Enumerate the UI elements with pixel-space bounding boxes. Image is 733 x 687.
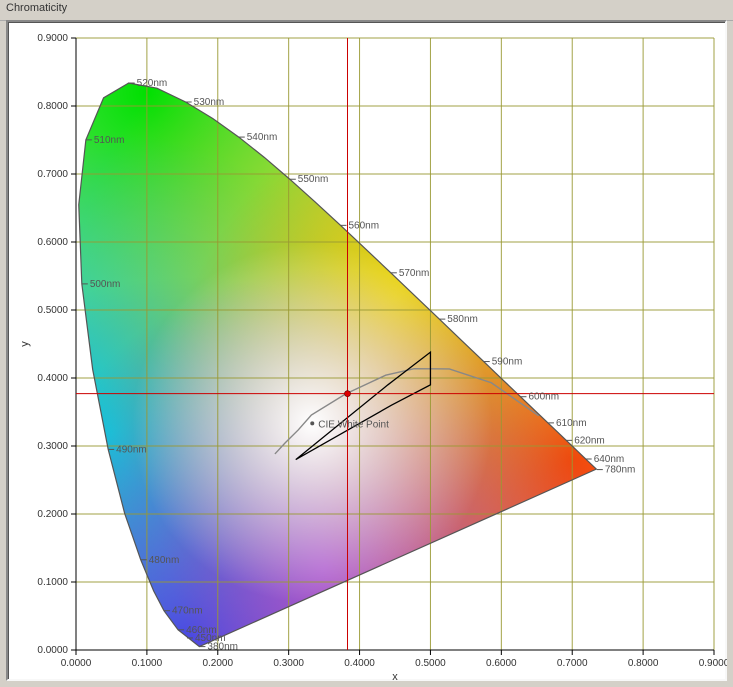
plot-area: CIE White Point380nm450nm460nm470nm480nm… — [8, 22, 725, 679]
wavelength-label: 530nm — [194, 97, 225, 108]
wavelength-label: 480nm — [149, 555, 180, 566]
y-tick-label: 0.2000 — [37, 509, 68, 520]
x-tick-label: 0.3000 — [273, 658, 304, 669]
wavelength-label: 540nm — [247, 132, 278, 143]
window-title: Chromaticity — [0, 0, 733, 21]
wavelength-label: 500nm — [90, 279, 121, 290]
y-axis-label: y — [19, 341, 31, 347]
wavelength-label: 620nm — [574, 435, 605, 446]
wavelength-label: 470nm — [172, 606, 203, 617]
x-tick-label: 0.4000 — [344, 658, 375, 669]
wavelength-label: 610nm — [556, 418, 587, 429]
plot-frame: CIE White Point380nm450nm460nm470nm480nm… — [6, 20, 727, 681]
wavelength-label: 600nm — [528, 392, 559, 403]
wavelength-label: 590nm — [492, 357, 523, 368]
wavelength-label: 780nm — [605, 465, 636, 476]
y-tick-label: 0.5000 — [37, 305, 68, 316]
x-tick-label: 0.5000 — [415, 658, 446, 669]
title-text: Chromaticity — [6, 2, 67, 14]
y-tick-label: 0.6000 — [37, 237, 68, 248]
x-tick-label: 0.6000 — [486, 658, 517, 669]
y-tick-label: 0.4000 — [37, 373, 68, 384]
y-tick-label: 0.9000 — [37, 33, 68, 44]
wavelength-label: 560nm — [348, 220, 379, 231]
x-tick-label: 0.9000 — [699, 658, 727, 669]
x-tick-label: 0.8000 — [628, 658, 659, 669]
y-tick-label: 0.3000 — [37, 441, 68, 452]
x-tick-label: 0.7000 — [557, 658, 588, 669]
wavelength-label: 550nm — [298, 174, 329, 185]
y-tick-label: 0.7000 — [37, 169, 68, 180]
svg-text:CIE White Point: CIE White Point — [318, 419, 389, 430]
wavelength-label: 580nm — [447, 314, 478, 325]
wavelength-label: 640nm — [594, 454, 625, 465]
wavelength-label: 570nm — [399, 268, 430, 279]
wavelength-label: 460nm — [186, 625, 217, 636]
x-tick-label: 0.1000 — [132, 658, 163, 669]
chromaticity-window: Chromaticity CIE White Point380nm450nm46… — [0, 0, 733, 687]
wavelength-label: 490nm — [116, 444, 147, 455]
y-tick-label: 0.0000 — [37, 645, 68, 656]
x-tick-label: 0.0000 — [61, 658, 92, 669]
wavelength-label: 510nm — [94, 135, 125, 146]
chromaticity-chart: CIE White Point380nm450nm460nm470nm480nm… — [8, 22, 727, 681]
wavelength-label: 520nm — [137, 78, 168, 89]
x-axis-label: x — [392, 671, 398, 681]
y-tick-label: 0.1000 — [37, 577, 68, 588]
x-tick-label: 0.2000 — [202, 658, 233, 669]
y-tick-label: 0.8000 — [37, 101, 68, 112]
